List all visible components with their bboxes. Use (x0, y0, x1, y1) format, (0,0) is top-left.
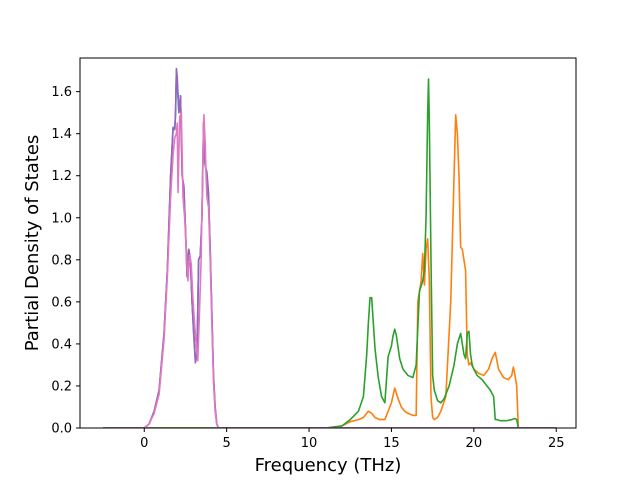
plot-frame (79, 57, 577, 429)
series-line-5 (103, 111, 557, 428)
x-tick-label: 20 (466, 436, 483, 451)
x-tick-label: 25 (548, 436, 565, 451)
series-line-4 (103, 67, 557, 428)
y-tick-label: 0.2 (51, 379, 72, 394)
series-line-2 (103, 113, 557, 428)
y-tick-label: 1.2 (51, 169, 72, 184)
y-axis-label: Partial Density of States (22, 135, 43, 352)
y-tick-label: 1.6 (51, 85, 72, 100)
y-tick-label: 0.8 (51, 253, 72, 268)
plot-area (80, 58, 576, 428)
y-tick-label: 0.6 (51, 295, 72, 310)
x-axis-label: Frequency (THz) (255, 455, 402, 476)
x-tick-label: 0 (140, 436, 148, 451)
x-tick-label: 10 (301, 436, 318, 451)
y-tick-label: 1.0 (51, 211, 72, 226)
series-layer (103, 67, 557, 428)
y-tick-label: 0.4 (51, 337, 72, 352)
series-line-3 (103, 78, 557, 428)
y-axis: 0.0 0.2 0.4 0.6 0.8 1.0 1.2 1.4 1.6 (51, 85, 80, 437)
x-tick-label: 15 (383, 436, 400, 451)
y-tick-label: 0.0 (51, 422, 72, 437)
x-axis: 0 5 10 15 20 25 (140, 428, 564, 451)
y-tick-label: 1.4 (51, 127, 72, 142)
x-tick-label: 5 (223, 436, 231, 451)
